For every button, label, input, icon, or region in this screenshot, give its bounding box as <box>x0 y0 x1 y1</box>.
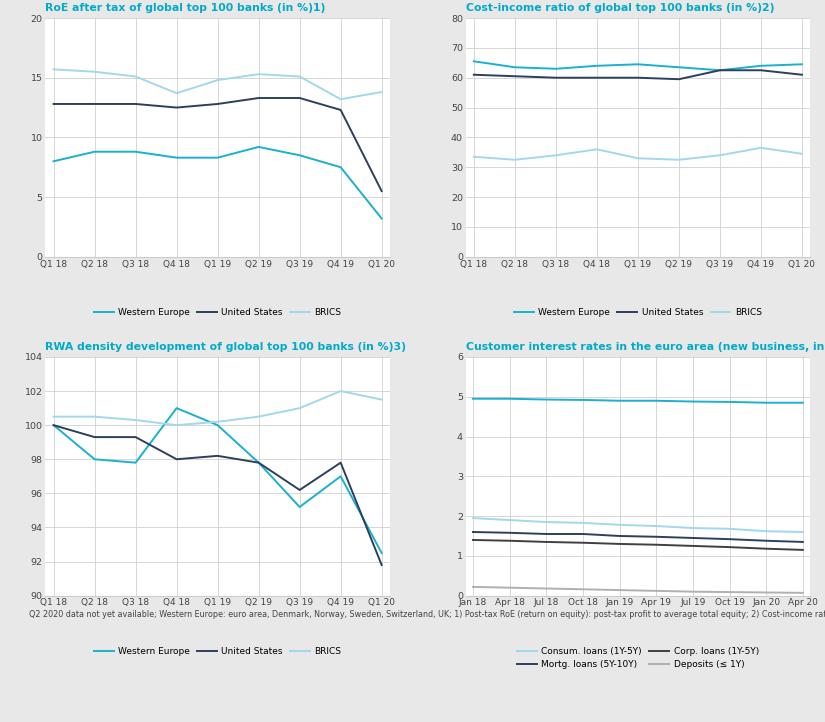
Text: RoE after tax of global top 100 banks (in %)1): RoE after tax of global top 100 banks (i… <box>45 3 326 13</box>
Legend: Western Europe, United States, BRICS: Western Europe, United States, BRICS <box>90 304 345 321</box>
Text: Cost-income ratio of global top 100 banks (in %)2): Cost-income ratio of global top 100 bank… <box>465 3 774 13</box>
Legend: Western Europe, United States, BRICS: Western Europe, United States, BRICS <box>90 643 345 659</box>
Legend: Western Europe, United States, BRICS: Western Europe, United States, BRICS <box>511 304 766 321</box>
Text: RWA density development of global top 100 banks (in %)3): RWA density development of global top 10… <box>45 342 407 352</box>
Text: Q2 2020 data not yet available; Western Europe: euro area, Denmark, Norway, Swed: Q2 2020 data not yet available; Western … <box>29 610 825 619</box>
Legend: Consum. loans (1Y-5Y), Mortg. loans (5Y-10Y), Corp. loans (1Y-5Y), Deposits (≤ 1: Consum. loans (1Y-5Y), Mortg. loans (5Y-… <box>513 643 762 673</box>
Text: Customer interest rates in the euro area (new business, in %): Customer interest rates in the euro area… <box>465 342 825 352</box>
